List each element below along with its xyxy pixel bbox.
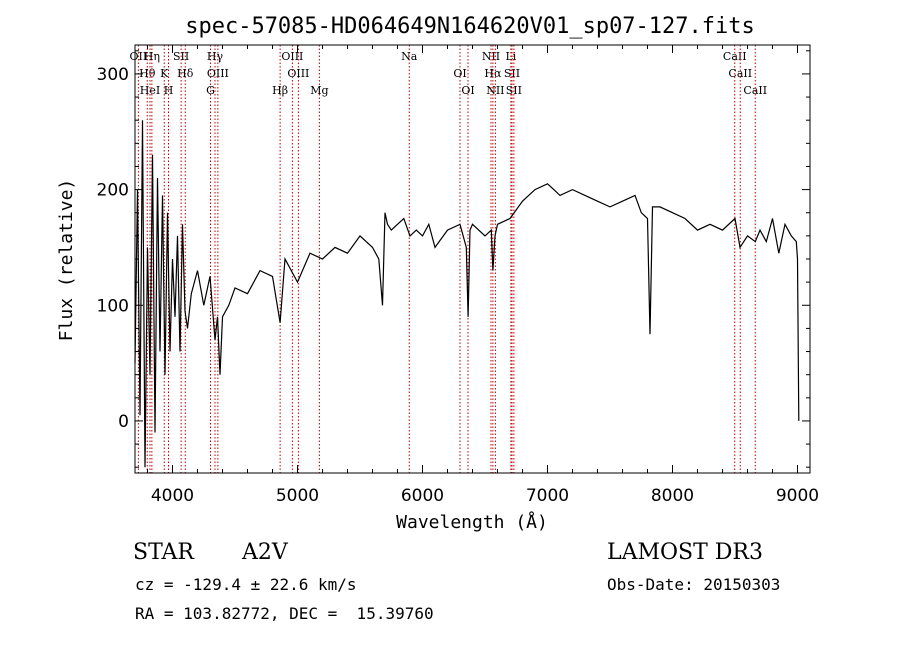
spectral-line-label: Na xyxy=(401,50,418,63)
spectral-line-label: NII xyxy=(482,50,500,63)
spectral-line-label: CaII xyxy=(728,67,752,80)
spectral-line-label: H xyxy=(164,84,174,97)
x-tick-label: 4000 xyxy=(151,486,194,506)
spectral-line-label: CaII xyxy=(743,84,767,97)
spectral-line-label: OIII xyxy=(281,50,303,63)
x-tick-label: 9000 xyxy=(776,486,819,506)
spectral-line-label: NII xyxy=(486,84,504,97)
spectral-line-label: Hα xyxy=(484,67,502,80)
y-tick-label: 0 xyxy=(118,412,129,432)
spectral-line-label: OIII xyxy=(207,67,229,80)
x-tick-label: 8000 xyxy=(651,486,694,506)
spectral-line-label: K xyxy=(160,67,169,80)
spectral-line-label: Hγ xyxy=(207,50,224,63)
chart-title: spec-57085-HD064649N164620V01_sp07-127.f… xyxy=(185,14,755,39)
x-axis-ticks: 4000 5000 6000 7000 8000 9000 xyxy=(147,45,819,506)
spectral-line-label: OII xyxy=(130,50,148,63)
spectral-line-label: CaII xyxy=(723,50,747,63)
redshift-text: cz = -129.4 ± 22.6 km/s xyxy=(135,575,357,594)
survey-name: LAMOST DR3 xyxy=(607,540,763,565)
spectral-line-label: Hη xyxy=(144,50,160,63)
spectral-line-label: HeI xyxy=(140,84,160,97)
plot-frame xyxy=(134,44,811,474)
spectral-line-label: Hβ xyxy=(272,84,288,97)
subclass: A2V xyxy=(242,540,288,565)
y-tick-label: 100 xyxy=(97,296,129,316)
spectral-line-label: SII xyxy=(173,50,189,63)
spectral-line-label: OI xyxy=(461,84,474,97)
y-axis-ticks: 0 100 200 300 xyxy=(97,50,810,468)
spectral-line-label: OI xyxy=(453,67,466,80)
y-axis-label: Flux (relative) xyxy=(56,179,77,342)
x-axis-label: Wavelength (Å) xyxy=(396,511,548,533)
spectral-line-label: G xyxy=(206,84,215,97)
spectrum-series-line xyxy=(134,120,800,468)
x-tick-label: 5000 xyxy=(276,486,319,506)
spectral-line-markers: OIIHθHeIHηKHSIIHδGHγOIIIHβOIIIOIIIMgNaOI… xyxy=(130,45,767,473)
spectral-line-label: Mg xyxy=(310,84,328,97)
object-class: STAR xyxy=(133,540,194,565)
x-tick-label: 6000 xyxy=(401,486,444,506)
spectral-line-label: Hδ xyxy=(177,67,194,80)
spectral-line-label: OIII xyxy=(287,67,309,80)
y-tick-label: 300 xyxy=(97,65,129,85)
coordinates: RA = 103.82772, DEC = 15.39760 xyxy=(135,604,434,623)
spectral-line-label: SII xyxy=(504,67,520,80)
y-tick-label: 200 xyxy=(97,181,129,201)
x-tick-label: 7000 xyxy=(526,486,569,506)
spectral-line-label: Li xyxy=(505,50,516,63)
spectral-line-label: SII xyxy=(506,84,522,97)
obs-date: Obs-Date: 20150303 xyxy=(607,575,781,594)
